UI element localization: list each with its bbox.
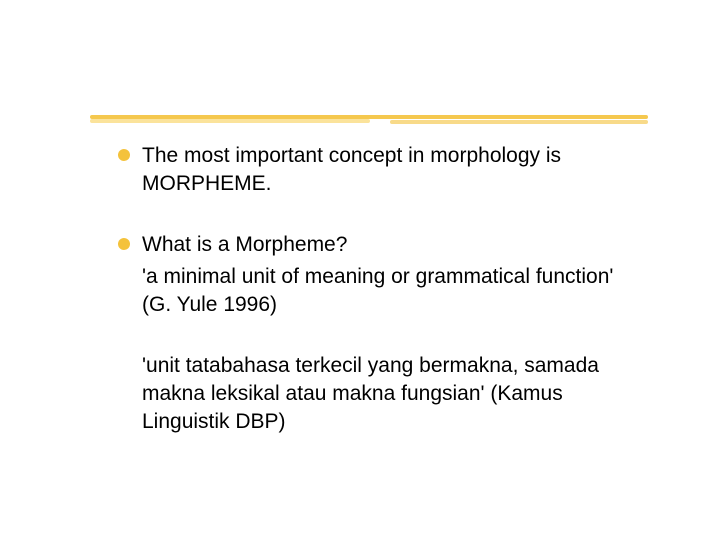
brush-stroke bbox=[390, 120, 648, 124]
brush-stroke bbox=[90, 119, 370, 123]
list-item: What is a Morpheme? bbox=[118, 231, 628, 259]
item-text: The most important concept in morphology… bbox=[142, 144, 561, 195]
item-text: What is a Morpheme? bbox=[142, 233, 347, 256]
bullet-icon bbox=[118, 149, 130, 161]
bullet-icon bbox=[118, 238, 130, 250]
brush-divider bbox=[90, 115, 648, 125]
slide-content: The most important concept in morphology… bbox=[118, 142, 628, 469]
list-item: The most important concept in morphology… bbox=[118, 142, 628, 199]
item-continuation: 'a minimal unit of meaning or grammatica… bbox=[118, 263, 628, 320]
trailing-text: 'unit tatabahasa terkecil yang bermakna,… bbox=[118, 352, 628, 437]
